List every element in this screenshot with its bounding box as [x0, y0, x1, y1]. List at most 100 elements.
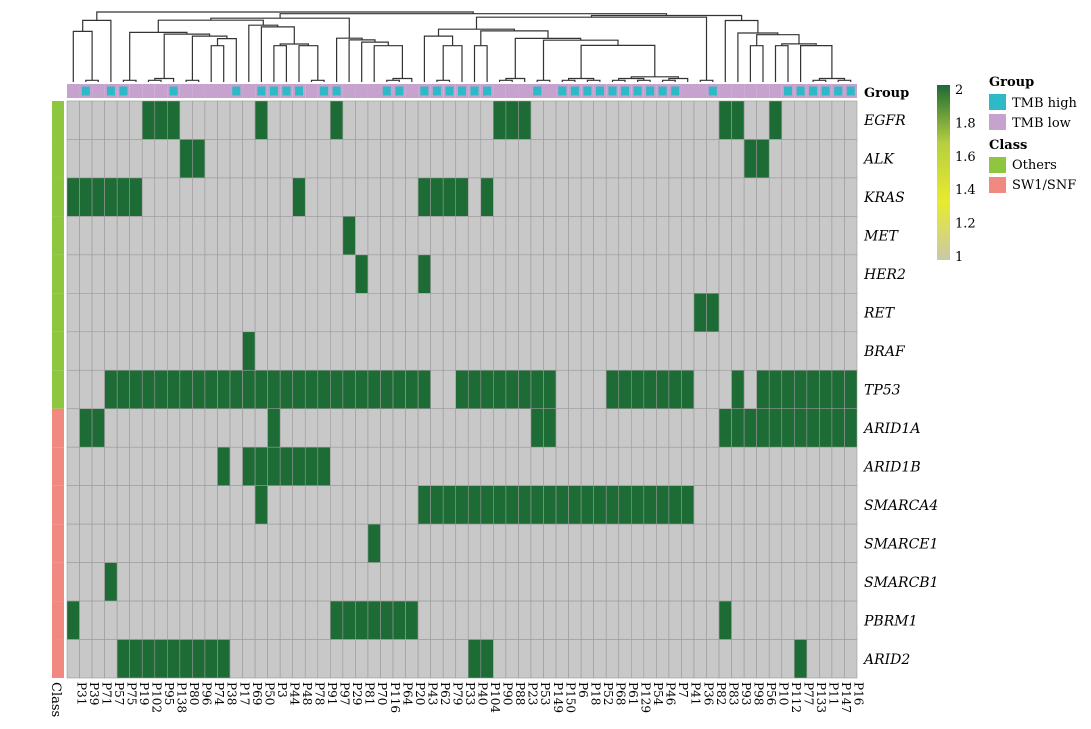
cell-arid1a-p3 — [267, 408, 281, 448]
cell-smarcb1-p36 — [693, 562, 707, 602]
cell-met-p16 — [844, 216, 858, 256]
cell-braf-p31 — [66, 331, 80, 371]
cell-arid1a-p16 — [844, 408, 858, 448]
dendrogram-link-15 — [812, 79, 827, 82]
group-cell-p93 — [731, 84, 745, 98]
cell-met-p17 — [229, 216, 243, 256]
cell-alk-p11 — [819, 139, 833, 179]
cell-arid2-p54 — [643, 639, 657, 679]
cell-arid2-p7 — [668, 639, 682, 679]
cell-met-p7 — [668, 216, 682, 256]
cell-egfr-p96 — [192, 100, 206, 140]
cell-arid1b-p74 — [204, 446, 218, 486]
gene-label-her2: HER2 — [863, 267, 906, 283]
cell-tp53-p53 — [530, 369, 544, 410]
colorbar-tick-1-6: 1.6 — [955, 150, 976, 165]
cell-her2-p79 — [442, 254, 457, 294]
cell-smarcb1-p129 — [630, 562, 645, 602]
cell-smarcb1-p78 — [304, 562, 319, 602]
cell-arid2-p104 — [480, 639, 494, 679]
cell-tp53-p98 — [743, 369, 757, 410]
cell-pbrm1-p88 — [505, 600, 519, 640]
cell-tp53-p44 — [279, 369, 294, 410]
sample-label-p96: P96 — [200, 682, 214, 705]
gene-label-smarce1: SMARCE1 — [864, 536, 938, 552]
cell-alk-p83 — [718, 139, 732, 179]
group-cell-p83 — [719, 84, 732, 98]
cell-smarcb1-p61 — [618, 562, 632, 602]
cell-tp53-p46 — [656, 369, 670, 410]
cell-kras-p91 — [317, 177, 331, 217]
cell-arid1a-p33 — [455, 408, 469, 448]
cell-her2-p31 — [66, 254, 80, 294]
cell-arid1a-p40 — [467, 408, 482, 448]
cell-smarca4-p102 — [141, 485, 156, 525]
cell-braf-p116 — [380, 331, 394, 371]
cell-smarcb1-p20 — [405, 562, 419, 602]
cell-smarca4-p69 — [242, 485, 256, 525]
cell-pbrm1-p46 — [656, 600, 670, 640]
cell-smarce1-p70 — [367, 523, 381, 563]
cell-arid1a-p81 — [355, 408, 369, 448]
cell-arid1a-p56 — [756, 408, 770, 448]
cell-arid2-p96 — [192, 639, 206, 679]
cell-braf-p46 — [656, 331, 670, 371]
cell-ret-p95 — [154, 293, 168, 333]
cell-ret-p97 — [330, 293, 344, 333]
cell-smarca4-p74 — [204, 485, 218, 525]
cell-kras-p41 — [681, 177, 695, 217]
dendrogram-link-61 — [96, 11, 474, 21]
cell-alk-p61 — [618, 139, 632, 179]
cell-smarca4-p46 — [656, 485, 670, 525]
cell-arid2-p116 — [380, 639, 394, 679]
cell-arid2-p149 — [543, 639, 557, 679]
cell-her2-p43 — [417, 254, 431, 294]
cell-smarce1-p69 — [242, 523, 256, 563]
cell-tp53-p43 — [417, 369, 431, 410]
cell-alk-p88 — [505, 139, 519, 179]
cell-smarca4-p116 — [380, 485, 394, 525]
cell-kras-p62 — [430, 177, 444, 217]
cell-braf-p20 — [405, 331, 419, 371]
cell-arid1a-p97 — [330, 408, 344, 448]
cell-arid1b-p77 — [793, 446, 808, 486]
cell-kras-p83 — [718, 177, 732, 217]
cell-ret-p133 — [806, 293, 820, 333]
cell-egfr-p79 — [442, 100, 457, 140]
cell-arid2-p48 — [292, 639, 306, 679]
cell-smarca4-p75 — [116, 485, 131, 525]
cell-arid2-p102 — [141, 639, 156, 679]
cell-arid1a-p78 — [304, 408, 319, 448]
cell-arid1b-p62 — [430, 446, 444, 486]
cell-smarce1-p17 — [229, 523, 243, 563]
column-dendrogram — [72, 11, 852, 82]
cell-tp53-p91 — [317, 369, 331, 410]
class-cell-pbrm1 — [52, 601, 64, 640]
cell-met-p19 — [129, 216, 143, 256]
cell-smarcb1-p116 — [380, 562, 394, 602]
cell-smarce1-p98 — [743, 523, 757, 563]
cell-arid2-p53 — [530, 639, 544, 679]
cell-pbrm1-p77 — [793, 600, 808, 640]
sample-label-p11: P11 — [827, 682, 841, 705]
sample-label-p112: P112 — [789, 682, 803, 713]
cell-tp53-p149 — [543, 369, 557, 410]
cell-met-p133 — [806, 216, 820, 256]
cell-pbrm1-p80 — [179, 600, 193, 640]
cell-egfr-p116 — [380, 100, 394, 140]
group-cell-p41 — [681, 84, 694, 98]
cell-smarcb1-p39 — [79, 562, 93, 602]
cell-met-p150 — [555, 216, 569, 256]
cell-alk-p56 — [756, 139, 770, 179]
cell-pbrm1-p11 — [819, 600, 833, 640]
cell-arid1a-p95 — [154, 408, 168, 448]
sample-label-p53: P53 — [538, 682, 552, 705]
dendrogram-link-48 — [129, 31, 188, 81]
gene-label-arid1b: ARID1B — [862, 459, 921, 475]
cell-arid1a-p93 — [731, 408, 745, 448]
group-high-marker-p46 — [658, 86, 667, 96]
group-high-marker-p91 — [320, 86, 329, 96]
gene-label-smarca4: SMARCA4 — [864, 498, 938, 514]
cell-egfr-p112 — [781, 100, 795, 140]
cell-tp53-p20 — [405, 369, 419, 410]
